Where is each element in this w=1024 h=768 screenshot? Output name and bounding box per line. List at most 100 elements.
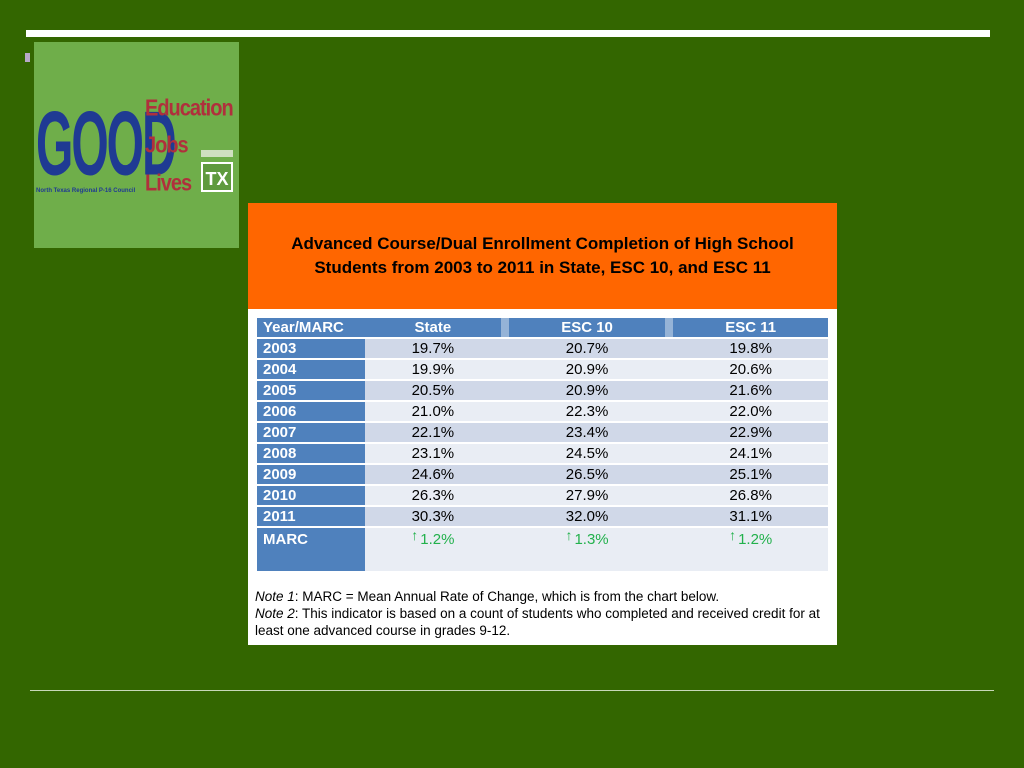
cell-state: 26.3% bbox=[365, 486, 501, 505]
cell-gap bbox=[665, 360, 674, 379]
cell-gap bbox=[665, 465, 674, 484]
cell-state: 23.1% bbox=[365, 444, 501, 463]
cell-state: 19.7% bbox=[365, 339, 501, 358]
up-arrow-icon: ↑ bbox=[411, 527, 419, 543]
cell-gap bbox=[500, 402, 509, 421]
top-divider bbox=[26, 30, 990, 37]
marc-esc11-value: 1.2% bbox=[738, 531, 773, 548]
cell-esc10: 23.4% bbox=[508, 423, 666, 442]
note-1-label: Note 1 bbox=[255, 589, 295, 604]
cell-state: 30.3% bbox=[365, 507, 501, 526]
cell-gap bbox=[665, 507, 674, 526]
note-2-text: : This indicator is based on a count of … bbox=[255, 606, 820, 638]
cell-esc10: 20.7% bbox=[508, 339, 666, 358]
header-esc10: ESC 10 bbox=[508, 318, 666, 337]
cell-gap bbox=[500, 423, 509, 442]
cell-year: 2004 bbox=[257, 360, 365, 379]
marc-esc10: ↑ 1.3% bbox=[508, 527, 666, 571]
cell-year: 2003 bbox=[257, 339, 365, 358]
logo-word-lives: Lives bbox=[145, 171, 192, 197]
marc-label: MARC bbox=[257, 528, 365, 571]
cell-gap bbox=[665, 528, 674, 571]
cell-esc11: 25.1% bbox=[673, 465, 828, 484]
table-title-line1: Advanced Course/Dual Enrollment Completi… bbox=[291, 234, 794, 253]
marc-state-value: 1.2% bbox=[420, 531, 455, 548]
table-row: 2009 24.6% 26.5% 25.1% bbox=[257, 465, 828, 484]
cell-gap bbox=[665, 486, 674, 505]
table-row: 2006 21.0% 22.3% 22.0% bbox=[257, 402, 828, 421]
table-row: 2008 23.1% 24.5% 24.1% bbox=[257, 444, 828, 463]
cell-state: 22.1% bbox=[365, 423, 501, 442]
cell-esc10: 32.0% bbox=[508, 507, 666, 526]
completion-table: Year/MARC State ESC 10 ESC 11 2003 19.7% 2… bbox=[257, 316, 828, 573]
cell-state: 24.6% bbox=[365, 465, 501, 484]
note-1-text: : MARC = Mean Annual Rate of Change, whi… bbox=[294, 589, 720, 604]
header-gap bbox=[665, 318, 674, 337]
cell-esc11: 24.1% bbox=[673, 444, 828, 463]
marc-esc11: ↑ 1.2% bbox=[673, 527, 828, 571]
cell-esc10: 24.5% bbox=[508, 444, 666, 463]
logo-word-education: Education bbox=[145, 96, 234, 122]
header-gap bbox=[500, 318, 509, 337]
cell-year: 2011 bbox=[257, 507, 365, 526]
cell-gap bbox=[665, 381, 674, 400]
header-state: State bbox=[365, 318, 501, 337]
cell-state: 19.9% bbox=[365, 360, 501, 379]
good-logo: GOOD Education Jobs Lives TX North Texas… bbox=[34, 42, 239, 248]
cell-gap bbox=[500, 381, 509, 400]
table-title-line2: Students from 2003 to 2011 in State, ESC… bbox=[314, 258, 771, 277]
cell-esc11: 31.1% bbox=[673, 507, 828, 526]
cell-gap bbox=[500, 444, 509, 463]
cell-gap bbox=[500, 339, 509, 358]
cell-year: 2008 bbox=[257, 444, 365, 463]
cell-gap bbox=[665, 444, 674, 463]
note-1: Note 1: MARC = Mean Annual Rate of Chang… bbox=[255, 588, 830, 605]
cell-esc11: 22.0% bbox=[673, 402, 828, 421]
cell-gap bbox=[500, 360, 509, 379]
data-table-image: Advanced Course/Dual Enrollment Completi… bbox=[248, 203, 837, 645]
cell-gap bbox=[500, 528, 509, 571]
table-row: 2005 20.5% 20.9% 21.6% bbox=[257, 381, 828, 400]
table-title: Advanced Course/Dual Enrollment Completi… bbox=[248, 203, 837, 309]
cell-gap bbox=[665, 402, 674, 421]
marc-row: MARC ↑ 1.2% ↑ 1.3% ↑ 1.2% bbox=[257, 527, 828, 571]
logo-badge-top bbox=[201, 150, 233, 157]
marc-state: ↑ 1.2% bbox=[365, 527, 501, 571]
cell-esc10: 27.9% bbox=[508, 486, 666, 505]
logo-tagline: North Texas Regional P-16 Council bbox=[36, 188, 136, 194]
logo-tx-badge: TX bbox=[201, 162, 233, 192]
cell-esc10: 20.9% bbox=[508, 381, 666, 400]
table-notes: Note 1: MARC = Mean Annual Rate of Chang… bbox=[255, 588, 830, 639]
cell-year: 2009 bbox=[257, 465, 365, 484]
cell-year: 2010 bbox=[257, 486, 365, 505]
logo-good-text: GOOD bbox=[36, 94, 177, 196]
up-arrow-icon: ↑ bbox=[729, 527, 737, 543]
up-arrow-icon: ↑ bbox=[565, 527, 573, 543]
cell-state: 21.0% bbox=[365, 402, 501, 421]
bottom-divider bbox=[30, 690, 994, 691]
header-year: Year/MARC bbox=[257, 318, 365, 337]
table-row: 2007 22.1% 23.4% 22.9% bbox=[257, 423, 828, 442]
table-row: 2004 19.9% 20.9% 20.6% bbox=[257, 360, 828, 379]
table-row: 2010 26.3% 27.9% 26.8% bbox=[257, 486, 828, 505]
cell-esc11: 26.8% bbox=[673, 486, 828, 505]
note-2: Note 2: This indicator is based on a cou… bbox=[255, 605, 830, 639]
cell-gap bbox=[500, 507, 509, 526]
header-esc11: ESC 11 bbox=[673, 318, 828, 337]
cell-gap bbox=[500, 465, 509, 484]
note-2-label: Note 2 bbox=[255, 606, 295, 621]
cell-esc10: 26.5% bbox=[508, 465, 666, 484]
cell-esc10: 22.3% bbox=[508, 402, 666, 421]
cell-esc11: 21.6% bbox=[673, 381, 828, 400]
cell-year: 2005 bbox=[257, 381, 365, 400]
cell-year: 2007 bbox=[257, 423, 365, 442]
table-header-row: Year/MARC State ESC 10 ESC 11 bbox=[257, 318, 828, 337]
logo-word-jobs: Jobs bbox=[145, 133, 189, 159]
cell-gap bbox=[665, 423, 674, 442]
cell-esc11: 20.6% bbox=[673, 360, 828, 379]
bullet-marker bbox=[25, 53, 30, 62]
marc-esc10-value: 1.3% bbox=[574, 531, 609, 548]
cell-gap bbox=[500, 486, 509, 505]
cell-esc11: 19.8% bbox=[673, 339, 828, 358]
cell-state: 20.5% bbox=[365, 381, 501, 400]
